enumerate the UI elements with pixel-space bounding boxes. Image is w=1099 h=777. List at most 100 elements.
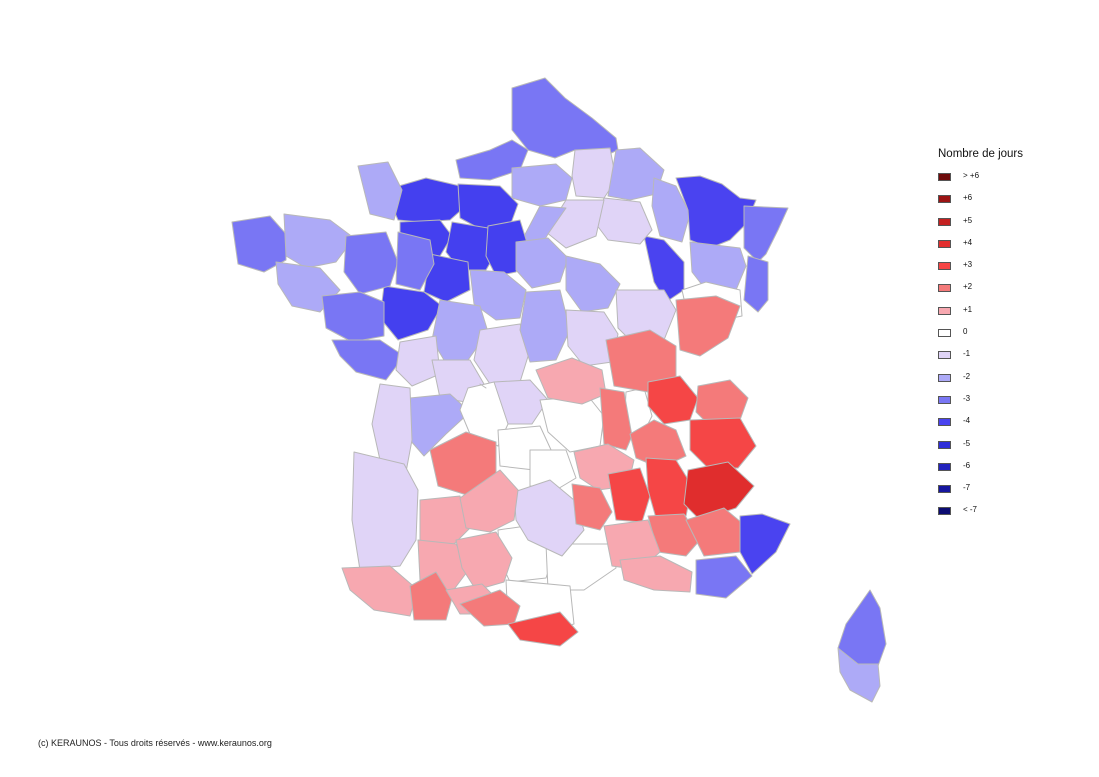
department-region xyxy=(459,381,509,447)
department-region xyxy=(683,461,755,521)
legend: Nombre de jours > +6 +6 +5 +4 +3 +2 +1 0 -1 -2 -3 -… xyxy=(938,148,1058,527)
legend-swatch xyxy=(938,395,951,404)
department-region xyxy=(571,483,613,531)
department-region xyxy=(695,555,753,599)
legend-swatch xyxy=(938,507,951,516)
department-region xyxy=(357,161,403,221)
department-region xyxy=(459,589,521,627)
legend-swatch xyxy=(938,195,951,204)
legend-label: -7 xyxy=(963,483,971,493)
department-region xyxy=(607,467,651,523)
department-region xyxy=(507,611,579,647)
department-region xyxy=(519,289,571,363)
legend-swatch xyxy=(938,485,951,494)
legend-swatch xyxy=(938,239,951,248)
department-region xyxy=(539,395,605,453)
legend-label: +1 xyxy=(963,304,973,314)
legend-label: +5 xyxy=(963,215,973,225)
legend-item: +6 xyxy=(938,192,1058,214)
legend-item: +4 xyxy=(938,237,1058,259)
department-region xyxy=(395,231,435,291)
legend-swatch xyxy=(938,329,951,338)
legend-item: +5 xyxy=(938,215,1058,237)
legend-label: +6 xyxy=(963,193,973,203)
department-region xyxy=(231,215,287,273)
legend-label: > +6 xyxy=(963,171,980,180)
department-region xyxy=(469,269,527,321)
department-region xyxy=(341,565,419,617)
department-region xyxy=(739,513,791,575)
department-region xyxy=(419,495,471,549)
legend-label: -1 xyxy=(963,349,971,359)
department-region xyxy=(511,163,573,207)
department-region xyxy=(343,231,399,295)
department-region xyxy=(455,139,529,181)
department-region xyxy=(515,237,569,289)
department-region xyxy=(513,479,585,557)
legend-label: +4 xyxy=(963,237,973,247)
legend-swatch xyxy=(938,351,951,360)
legend-swatch xyxy=(938,217,951,226)
legend-label: -3 xyxy=(963,393,971,403)
legend-item: 0 xyxy=(938,326,1058,348)
department-region xyxy=(395,335,441,387)
legend-item: < -7 xyxy=(938,504,1058,526)
department-region xyxy=(331,339,405,381)
department-region xyxy=(645,457,693,519)
legend-swatch xyxy=(938,173,951,181)
legend-label: -4 xyxy=(963,416,971,426)
department-region xyxy=(535,357,607,405)
legend-item: -4 xyxy=(938,415,1058,437)
legend-label: -5 xyxy=(963,438,971,448)
department-region xyxy=(409,571,453,621)
legend-items: > +6 +6 +5 +4 +3 +2 +1 0 -1 -2 -3 -4 -5 -6 -7 < -7 xyxy=(938,170,1058,527)
legend-item: -7 xyxy=(938,482,1058,504)
legend-swatch xyxy=(938,262,951,271)
legend-item: > +6 xyxy=(938,170,1058,192)
legend-item: -3 xyxy=(938,393,1058,415)
legend-label: < -7 xyxy=(963,505,978,515)
department-region xyxy=(511,77,619,159)
department-region xyxy=(423,253,471,303)
department-region xyxy=(545,543,617,591)
department-region xyxy=(459,469,519,533)
department-region xyxy=(647,375,699,425)
department-region xyxy=(689,241,747,291)
legend-swatch xyxy=(938,418,951,427)
department-region xyxy=(629,419,687,469)
legend-item: +3 xyxy=(938,259,1058,281)
department-region xyxy=(529,449,577,491)
legend-item: -6 xyxy=(938,460,1058,482)
departments-layer xyxy=(231,77,887,703)
department-region xyxy=(391,177,469,223)
legend-item: -2 xyxy=(938,371,1058,393)
department-region xyxy=(565,255,621,313)
department-region xyxy=(595,197,653,245)
legend-item: +2 xyxy=(938,281,1058,303)
legend-label: +2 xyxy=(963,282,973,292)
legend-label: -2 xyxy=(963,371,971,381)
department-region xyxy=(479,383,487,389)
department-region xyxy=(351,451,419,571)
legend-swatch xyxy=(938,306,951,315)
legend-swatch xyxy=(938,462,951,471)
department-region xyxy=(321,291,385,343)
department-region xyxy=(651,177,691,243)
department-region xyxy=(743,205,789,263)
legend-label: +3 xyxy=(963,260,973,270)
department-region xyxy=(619,555,693,593)
legend-title: Nombre de jours xyxy=(938,148,1024,160)
department-region xyxy=(283,213,355,269)
legend-item: -1 xyxy=(938,348,1058,370)
legend-item: -5 xyxy=(938,438,1058,460)
department-region xyxy=(837,647,881,703)
legend-label: -6 xyxy=(963,460,971,470)
department-region xyxy=(599,387,633,451)
department-region xyxy=(689,417,757,469)
legend-swatch xyxy=(938,440,951,449)
legend-label: 0 xyxy=(963,327,968,337)
department-region xyxy=(743,255,769,313)
legend-swatch xyxy=(938,373,951,382)
department-region xyxy=(455,531,513,591)
